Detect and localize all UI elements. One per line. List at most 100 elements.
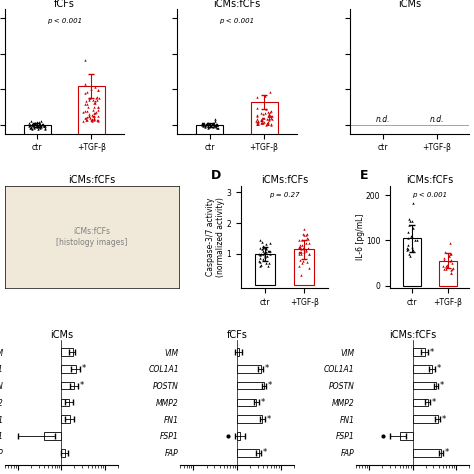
Point (408, 243, 416, 250)
Point (264, 120, 272, 128)
Point (90, 116, 98, 123)
Bar (412, 365, 432, 373)
Point (214, 124, 222, 132)
Point (211, 117, 219, 125)
Point (254, 115, 261, 123)
Point (301, 248, 308, 256)
Point (305, 250, 313, 257)
Point (442, 265, 449, 273)
Point (94, 93, 101, 101)
Point (295, 244, 303, 251)
Point (406, 217, 414, 225)
Point (94, 106, 101, 113)
Bar (237, 348, 239, 356)
Point (266, 250, 274, 257)
Point (266, 239, 274, 246)
Point (82, 114, 89, 122)
Point (444, 263, 451, 270)
Point (36, 122, 44, 130)
Point (210, 119, 218, 127)
Point (265, 112, 273, 119)
Bar (44, 432, 62, 440)
Point (258, 116, 265, 124)
Point (204, 119, 212, 127)
Bar (196, 125, 223, 143)
Point (82, 116, 90, 123)
Point (260, 247, 267, 255)
Point (298, 245, 305, 253)
Point (81, 107, 89, 115)
Point (198, 119, 206, 127)
Bar (439, 261, 456, 285)
Point (445, 252, 452, 260)
Point (93, 97, 100, 104)
Point (260, 250, 268, 257)
Bar (62, 415, 70, 423)
Text: p < 0.001: p < 0.001 (219, 18, 255, 24)
Point (305, 239, 313, 246)
Point (447, 270, 454, 277)
Point (299, 237, 306, 244)
Point (263, 252, 271, 260)
Point (94, 86, 101, 94)
Point (302, 239, 310, 247)
Bar (294, 249, 314, 285)
Point (264, 121, 271, 128)
Point (213, 121, 221, 128)
Bar (62, 449, 65, 456)
Bar (237, 399, 256, 406)
Point (447, 257, 454, 265)
Title: fCFs: fCFs (227, 329, 247, 339)
Point (37, 123, 45, 131)
Point (199, 120, 206, 128)
Point (199, 121, 206, 129)
Point (258, 115, 266, 122)
Point (260, 250, 267, 257)
Point (85, 110, 92, 118)
Title: fCFs: fCFs (54, 0, 75, 9)
Point (442, 262, 450, 270)
Point (268, 115, 276, 123)
Point (405, 245, 412, 253)
Point (31, 119, 39, 127)
Point (204, 123, 212, 130)
Point (203, 120, 211, 128)
Point (91, 115, 98, 123)
Point (264, 120, 272, 128)
Point (300, 231, 308, 239)
Point (89, 112, 96, 119)
Text: p < 0.001: p < 0.001 (47, 18, 82, 24)
Point (447, 269, 455, 277)
Point (28, 121, 36, 128)
Point (265, 110, 273, 118)
Point (212, 120, 219, 128)
Point (408, 234, 416, 241)
Point (256, 262, 264, 270)
Point (252, 118, 260, 125)
Bar (412, 382, 436, 390)
Point (212, 121, 220, 129)
Point (26, 123, 33, 130)
Point (94, 103, 101, 110)
Text: iCMs:fCFs
[histology images]: iCMs:fCFs [histology images] (56, 228, 128, 246)
Point (265, 114, 273, 121)
Point (258, 116, 266, 124)
Point (297, 272, 304, 279)
Point (265, 115, 273, 122)
Point (303, 258, 310, 265)
Point (413, 237, 421, 244)
Point (85, 112, 92, 120)
Point (297, 256, 304, 264)
Point (91, 99, 99, 107)
Point (27, 124, 34, 131)
Point (89, 97, 97, 104)
Point (266, 113, 274, 120)
Text: *: * (263, 448, 267, 457)
Point (35, 118, 43, 126)
Bar (412, 399, 428, 406)
Point (265, 117, 273, 124)
Point (208, 120, 216, 128)
Point (264, 118, 272, 126)
Title: iCMs:fCFs: iCMs:fCFs (261, 175, 308, 185)
Point (263, 248, 270, 255)
